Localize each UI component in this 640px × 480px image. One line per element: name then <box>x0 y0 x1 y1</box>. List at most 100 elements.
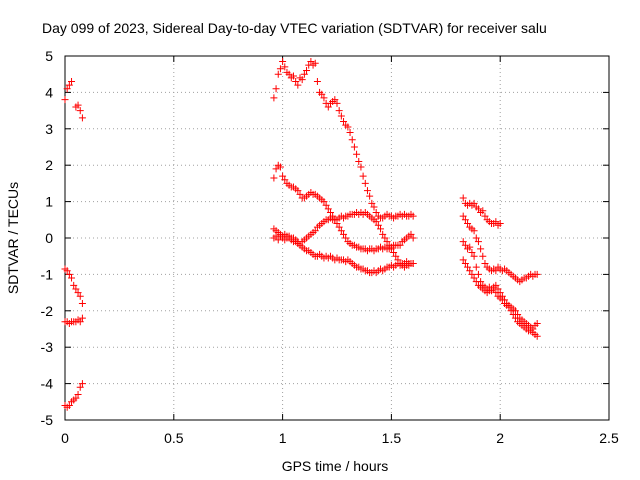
x-axis-ticks: 0 0.5 1 1.5 2 2.5 <box>61 56 619 446</box>
data-point <box>474 205 482 213</box>
data-point <box>78 314 86 322</box>
data-point <box>368 199 376 207</box>
data-point <box>272 85 280 93</box>
y-tick-label: -5 <box>41 412 54 428</box>
data-point <box>390 249 398 257</box>
data-point <box>374 221 382 229</box>
data-point <box>346 128 354 136</box>
data-point <box>464 263 472 271</box>
data-point <box>340 118 348 126</box>
data-point <box>320 198 328 206</box>
data-point <box>472 234 480 242</box>
series-arc-h <box>270 232 417 277</box>
data-point <box>344 123 352 131</box>
y-tick-label: -3 <box>41 339 54 355</box>
y-tick-label: 2 <box>45 157 53 173</box>
data-point <box>466 267 474 275</box>
data-point <box>387 245 395 253</box>
y-tick-label: 5 <box>45 48 53 64</box>
data-point <box>342 234 350 242</box>
data-point <box>274 236 282 244</box>
data-point <box>357 163 365 171</box>
data-point <box>279 57 287 65</box>
data-point <box>72 285 80 293</box>
data-point <box>72 394 80 402</box>
data-point <box>296 190 304 198</box>
data-point <box>281 63 289 71</box>
data-point <box>68 274 76 282</box>
y-tick-label: -1 <box>41 266 54 282</box>
data-point <box>324 103 332 111</box>
data-point <box>466 243 474 251</box>
data-point <box>409 234 417 242</box>
data-point <box>459 212 467 220</box>
data-point <box>270 94 278 102</box>
data-point <box>511 307 519 315</box>
x-axis-label: GPS time / hours <box>282 458 389 474</box>
data-point <box>377 225 385 233</box>
data-point <box>272 165 280 173</box>
data-point <box>494 285 502 293</box>
x-tick-label: 0.5 <box>164 430 184 446</box>
data-point <box>311 59 319 67</box>
data-point <box>298 76 306 84</box>
data-point <box>464 219 472 227</box>
y-tick-label: -2 <box>41 303 54 319</box>
data-point <box>294 187 302 195</box>
data-point <box>78 300 86 308</box>
series-arc-i <box>459 194 504 229</box>
data-point <box>409 212 417 220</box>
x-tick-label: 2.5 <box>599 430 619 446</box>
y-tick-label: 0 <box>45 230 53 246</box>
data-point <box>396 241 404 249</box>
data-point <box>474 270 482 278</box>
data-point <box>533 270 541 278</box>
data-point <box>361 179 369 187</box>
data-point <box>353 150 361 158</box>
data-point <box>461 216 469 224</box>
series-arc-a <box>61 77 86 122</box>
data-point <box>337 112 345 120</box>
data-point <box>76 383 84 391</box>
data-point <box>468 270 476 278</box>
data-point <box>470 252 478 260</box>
data-point <box>78 114 86 122</box>
data-point <box>300 70 308 78</box>
y-tick-label: 1 <box>45 194 53 210</box>
y-tick-label: -4 <box>41 376 54 392</box>
x-tick-label: 2 <box>496 430 504 446</box>
data-point <box>324 205 332 213</box>
data-point <box>337 227 345 235</box>
data-point <box>76 292 84 300</box>
data-point <box>370 203 378 211</box>
data-point <box>492 218 500 226</box>
data-point <box>74 391 82 399</box>
data-point <box>294 81 302 89</box>
data-point <box>472 263 480 271</box>
data-point <box>468 249 476 257</box>
series-arc-e <box>270 57 417 222</box>
data-point <box>294 238 302 246</box>
data-point <box>276 163 284 171</box>
data-point <box>529 325 537 333</box>
data-point <box>279 172 287 180</box>
data-point <box>461 259 469 267</box>
x-tick-label: 0 <box>61 430 69 446</box>
series-arc-d <box>61 380 86 411</box>
data-point <box>292 77 300 85</box>
y-tick-label: 4 <box>45 84 53 100</box>
data-point <box>363 187 371 195</box>
data-point <box>70 281 78 289</box>
y-tick-label: 3 <box>45 121 53 137</box>
data-point <box>496 289 504 297</box>
data-point <box>74 101 82 109</box>
data-point <box>472 278 480 286</box>
data-point <box>392 252 400 260</box>
data-point <box>474 238 482 246</box>
data-point <box>335 223 343 231</box>
data-points <box>61 57 541 411</box>
data-point <box>372 218 380 226</box>
data-point <box>311 227 319 235</box>
data-point <box>366 192 374 200</box>
